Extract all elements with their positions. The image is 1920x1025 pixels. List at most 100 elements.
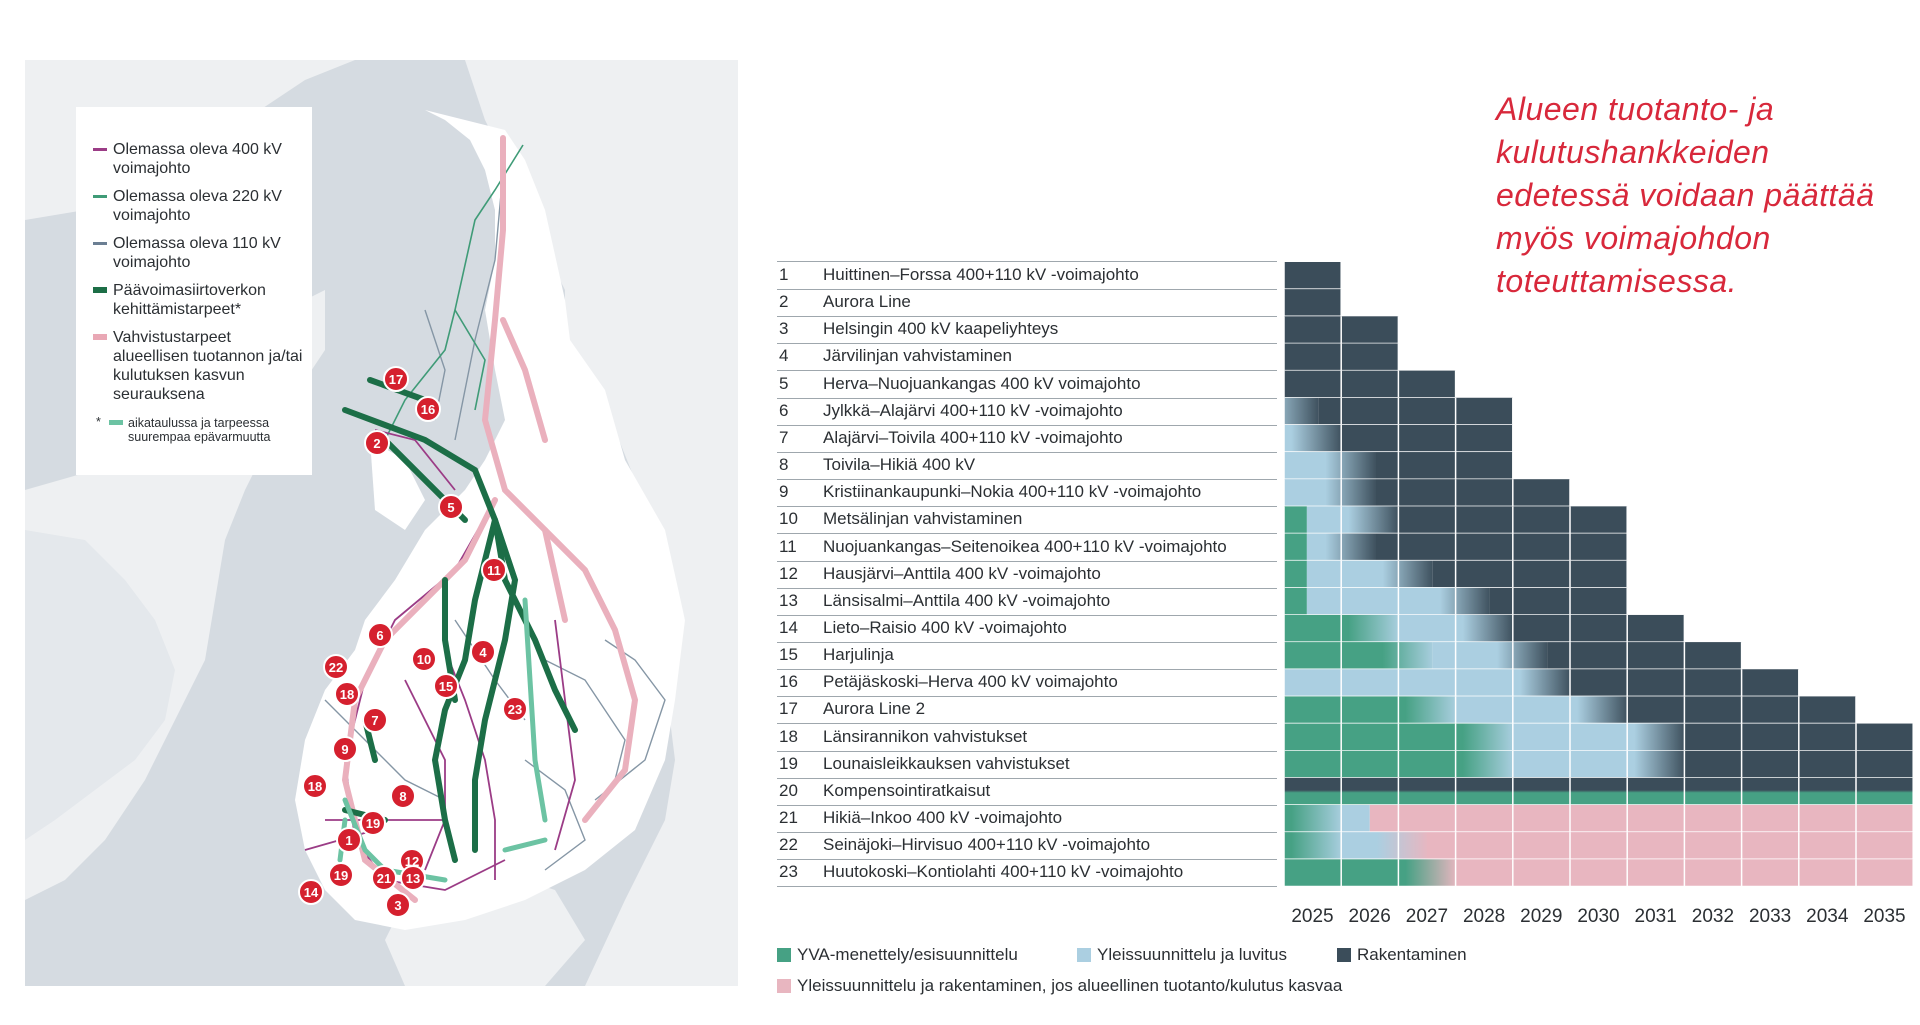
project-row: 3 Helsingin 400 kV kaapeliyhteys [777,316,1277,345]
gantt-bar-yleis [1284,669,1570,697]
gantt-bar-rakent [1512,614,1685,643]
map-marker: 8 [390,783,416,809]
gantt-bar-yva [1284,560,1307,588]
gantt-bar-stripe [1284,777,1914,805]
project-row: 2 Aurora Line [777,289,1277,318]
project-number: 20 [779,780,798,800]
legend-label: Yleissuunnittelu ja rakentaminen, jos al… [797,976,1343,995]
legend-item-main-development: Päävoimasiirtoverkon kehittämistarpeet* [93,281,308,319]
legend-item-110kv: Olemassa oleva 110 kV voimajohto [93,234,308,272]
gantt-bar-yleis [1455,696,1628,724]
map-legend: Olemassa oleva 400 kV voimajohto Olemass… [76,107,312,475]
project-number: 2 [779,292,789,312]
svg-text:22: 22 [329,660,343,675]
project-number: 5 [779,373,789,393]
footnote-text: aikataulussa ja tarpeessa suurempaa epäv… [128,416,271,444]
gantt-bar-rakent [1284,343,1399,371]
year-label: 2025 [1291,906,1334,927]
gantt-bar-rakent [1398,506,1628,534]
gantt-bar-rakent [1570,669,1799,697]
legend-label: Olemassa oleva 400 kV voimajohto [113,141,282,177]
gantt-bar-yva [1284,642,1433,670]
project-row: 9 Kristiinankaupunki–Nokia 400+110 kV -vo… [777,479,1277,508]
svg-text:7: 7 [371,713,378,728]
gantt-bar-rakent [1375,452,1513,480]
gantt-bar-pink [1369,805,1914,833]
gantt-bar-yleis [1284,397,1319,425]
project-name: Jylkkä–Alajärvi 400+110 kV -voimajohto [823,400,1123,420]
project-row: 6 Jylkkä–Alajärvi 400+110 kV -voimajohto [777,398,1277,426]
project-name: Lieto–Raisio 400 kV -voimajohto [823,617,1067,637]
map-marker: 19 [360,810,386,836]
legend-item-400kv: Olemassa oleva 400 kV voimajohto [93,140,308,178]
finland-grid-map: 16 17 2 5 11 4 6 10 22 15 18 7 23 9 18 8… [25,60,738,986]
land-area [25,530,175,840]
map-marker: 16 [415,396,441,422]
svg-text:5: 5 [447,500,454,515]
gantt-bar-yleis [1284,424,1342,453]
legend-item-reinforcement: Vahvistustarpeet alueellisen tuotannon j… [93,328,308,404]
gantt-bar-yleis [1306,533,1376,561]
gantt-bar-rakent [1375,533,1628,561]
gantt-bar-yva [1284,506,1307,534]
project-name: Hausjärvi–Anttila 400 kV -voimajohto [823,563,1101,583]
map-marker: 2 [364,430,390,456]
map-marker: 17 [383,366,409,392]
map-marker: 22 [323,654,349,680]
gantt-bar-rakent [1547,642,1742,670]
year-label: 2031 [1634,906,1677,927]
project-name: Huittinen–Forssa 400+110 kV -voimajohto [823,265,1139,284]
svg-text:18: 18 [308,779,322,794]
project-number: 21 [779,808,798,827]
gantt-bar-yleis [1284,479,1376,507]
legend-swatch [1337,948,1351,962]
legend-label: Olemassa oleva 110 kV voimajohto [113,235,281,271]
gantt-bar-yleis [1306,506,1399,534]
legend-swatch [109,420,123,425]
project-row: 12 Hausjärvi–Anttila 400 kV -voimajohto [777,561,1277,589]
project-name: Nuojuankangas–Seitenoikea 400+110 kV -vo… [823,536,1227,556]
map-marker: 3 [385,892,411,918]
project-row: 20 Kompensointiratkaisut [777,778,1277,806]
map-marker: 7 [362,707,388,733]
gantt-bar-yleis [1306,560,1433,588]
project-name: Länsisalmi–Anttila 400 kV -voimajohto [823,590,1111,610]
legend-footnote: * aikataulussa ja tarpeessa suurempaa ep… [96,415,306,444]
svg-text:18: 18 [340,687,354,702]
gantt-bar-yleis [1398,614,1513,643]
project-row: 14 Lieto–Raisio 400 kV -voimajohto [777,615,1277,643]
svg-text:16: 16 [421,402,435,417]
project-name: Helsingin 400 kV kaapeliyhteys [823,319,1059,339]
gantt-bar-rakent [1627,696,1856,724]
legend-swatch [93,195,107,198]
legend-swatch [1077,948,1091,962]
svg-text:6: 6 [376,628,383,643]
legend-label: YVA-menettely/esisuunnittelu [797,945,1018,964]
project-number: 14 [779,617,798,637]
legend-item-220kv: Olemassa oleva 220 kV voimajohto [93,187,308,225]
gantt-bar-yleis [1432,642,1548,670]
gantt-bar-yva [1284,832,1342,860]
project-row: 19 Lounaisleikkauksen vahvistukset [777,751,1277,779]
project-name: Herva–Nuojuankangas 400 kV voimajohto [823,373,1141,393]
project-number: 18 [779,726,798,746]
map-markers: 16 17 2 5 11 4 6 10 22 15 18 7 23 9 18 8… [298,366,528,918]
footnote-star: * [96,415,101,429]
gantt-bar-yva [1284,805,1342,833]
project-row: 15 Harjulinja [777,642,1277,671]
svg-text:21: 21 [377,871,391,886]
land-area [465,60,738,986]
gantt-bar-rakent [1284,262,1342,290]
gantt-bar-yva [1284,533,1307,561]
svg-text:8: 8 [399,789,406,804]
map-marker: 14 [298,879,324,905]
project-number: 11 [779,536,797,556]
project-number: 1 [779,265,789,284]
project-row: 23 Huutokoski–Kontiolahti 400+110 kV -voi… [777,859,1277,888]
legend-label: Olemassa oleva 220 kV voimajohto [113,188,282,224]
gantt-bar-rakent [1375,479,1570,507]
svg-text:19: 19 [366,816,380,831]
svg-text:19: 19 [334,868,348,883]
gantt-bar-pink [1455,859,1914,887]
gantt-bar-yleis [1512,750,1685,778]
